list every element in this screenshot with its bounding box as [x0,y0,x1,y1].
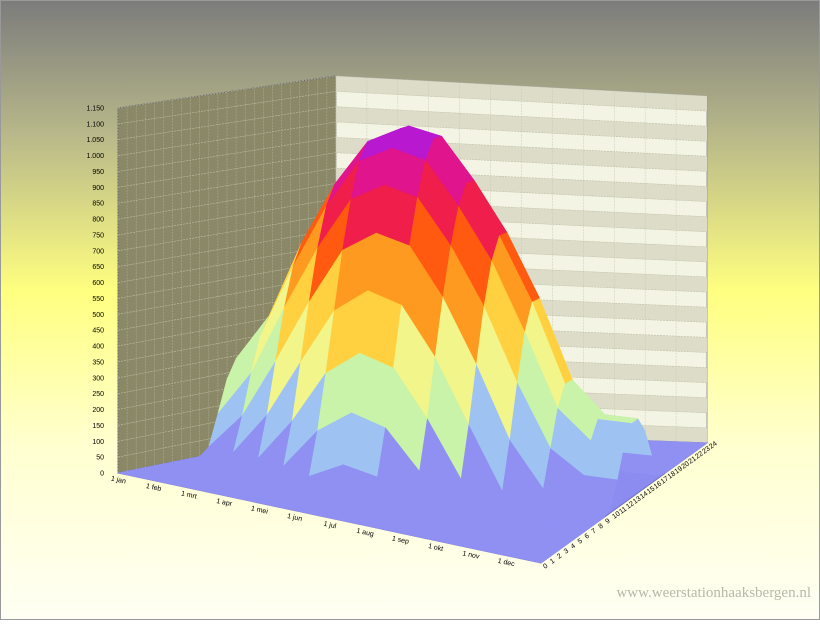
y-tick-label: 1.100 [86,121,104,128]
surface-cell [576,474,618,511]
z-tick-label: 1 [549,558,556,566]
z-tick-label: 13 [632,495,642,505]
x-tick-label: 1 apr [216,498,234,508]
y-tick-label: 250 [92,391,104,398]
y-tick-label: 700 [92,248,104,255]
z-tick-label: 4 [570,543,577,551]
z-tick-label: 22 [694,450,704,460]
y-tick-label: 550 [92,296,104,303]
z-tick-label: 5 [577,538,584,546]
surface [117,125,708,564]
z-tick-label: 3 [563,548,570,556]
y-tick-label: 200 [92,407,104,414]
y-tick-label: 350 [92,359,104,366]
y-tick-label: 1.150 [86,106,104,113]
x-tick-label: 1 aug [356,528,375,539]
z-tick-label: 19 [674,465,684,475]
y-tick-label: 50 [96,455,104,462]
z-tick-label: 2 [556,553,563,561]
z-tick-label: 0 [542,563,549,571]
y-tick-label: 400 [92,344,104,351]
z-tick-label: 8 [597,523,604,531]
z-tick-label: 15 [646,485,656,495]
z-tick-label: 18 [667,470,677,480]
z-tick-label: 16 [653,480,663,490]
surface-cell [590,418,632,446]
surface-cell [505,550,549,564]
x-tick-label: 1 feb [145,483,162,493]
y-tick-label: 950 [92,169,104,176]
y-tick-label: 1.050 [86,137,104,144]
z-tick-label: 6 [584,533,591,541]
z-tick-label: 14 [639,490,649,500]
x-tick-label: 1 mei [250,505,269,515]
x-tick-label: 1 mrt [180,490,197,500]
y-tick-label: 0 [100,471,104,478]
z-tick-label: 17 [660,475,670,485]
z-tick-label: 10 [611,510,621,520]
x-tick-label: 1 jan [110,476,126,486]
y-tick-label: 500 [92,312,104,319]
y-tick-label: 750 [92,232,104,239]
x-tick-label: 1 dec [497,558,516,569]
y-tick-label: 100 [92,439,104,446]
y-tick-label: 450 [92,328,104,335]
y-tick-label: 150 [92,423,104,430]
x-tick-label: 1 jul [323,521,337,531]
labels: 0501001502002503003504004505005506006507… [86,106,718,571]
y-tick-label: 300 [92,375,104,382]
z-tick-label: 24 [708,440,718,450]
z-tick-label: 21 [687,455,697,465]
y-tick-label: 900 [92,185,104,192]
x-tick-label: 1 nov [462,550,481,561]
y-tick-label: 1.000 [86,153,104,160]
surface-cell [583,440,625,481]
grid-line [117,167,708,204]
z-tick-label: 11 [618,506,628,516]
z-tick-label: 23 [701,445,711,455]
x-tick-label: 1 sep [391,535,409,545]
x-tick-label: 1 okt [427,543,443,553]
grid-line [117,244,708,283]
y-tick-label: 800 [92,217,104,224]
x-tick-label: 1 jun [286,513,302,523]
y-tick-label: 600 [92,280,104,287]
y-tick-label: 850 [92,201,104,208]
y-tick-label: 650 [92,264,104,271]
z-tick-label: 20 [680,460,690,470]
z-tick-label: 9 [604,518,611,526]
z-tick-label: 12 [625,500,635,510]
watermark: www.weerstationhaaksbergen.nl [616,585,811,601]
z-tick-label: 7 [591,528,598,536]
